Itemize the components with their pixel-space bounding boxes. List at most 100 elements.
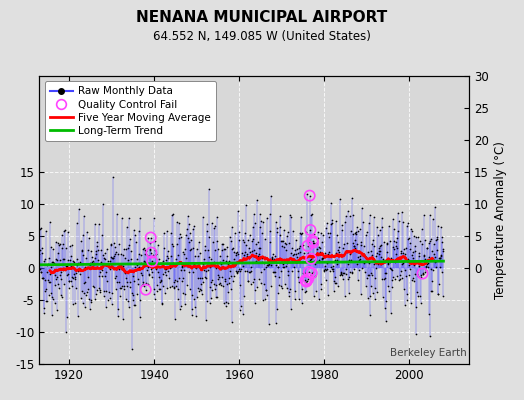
Point: [237, 303, 245, 310]
Point: [192, 264, 201, 271]
Point: [431, 204, 440, 210]
Point: [351, 244, 359, 251]
Point: [389, 274, 398, 280]
Point: [289, 252, 298, 258]
Point: [96, 258, 105, 265]
Point: [195, 264, 203, 270]
Point: [188, 292, 196, 298]
Point: [236, 307, 244, 314]
Point: [36, 266, 44, 273]
Point: [400, 267, 409, 274]
Point: [395, 256, 403, 262]
Point: [266, 228, 275, 234]
Point: [308, 270, 316, 276]
Point: [438, 239, 446, 246]
Point: [107, 241, 115, 248]
Point: [324, 291, 333, 298]
Point: [253, 197, 261, 203]
Point: [206, 256, 215, 262]
Point: [210, 258, 218, 265]
Point: [287, 250, 296, 256]
Point: [282, 285, 291, 292]
Point: [221, 245, 229, 252]
Point: [50, 267, 58, 273]
Point: [292, 250, 300, 257]
Point: [180, 251, 189, 257]
Point: [60, 280, 68, 287]
Point: [312, 250, 320, 257]
Point: [243, 268, 252, 275]
Point: [377, 261, 386, 268]
Point: [228, 224, 236, 230]
Point: [400, 286, 409, 292]
Point: [163, 228, 171, 234]
Point: [312, 287, 321, 294]
Point: [148, 274, 156, 280]
Point: [371, 275, 379, 282]
Point: [394, 210, 402, 216]
Point: [268, 254, 276, 260]
Point: [349, 212, 357, 218]
Point: [405, 272, 413, 279]
Point: [416, 238, 424, 244]
Point: [50, 272, 59, 278]
Point: [288, 256, 297, 262]
Point: [72, 256, 81, 262]
Point: [229, 244, 237, 251]
Point: [357, 242, 366, 248]
Point: [150, 215, 158, 221]
Point: [75, 206, 84, 212]
Point: [182, 232, 190, 239]
Point: [41, 288, 49, 294]
Point: [170, 279, 179, 285]
Point: [53, 281, 62, 287]
Point: [59, 240, 67, 247]
Point: [320, 266, 329, 273]
Point: [409, 275, 418, 281]
Point: [418, 270, 427, 277]
Point: [312, 240, 320, 246]
Point: [267, 193, 276, 199]
Point: [242, 253, 250, 259]
Point: [222, 299, 230, 305]
Point: [143, 248, 151, 254]
Point: [355, 256, 364, 263]
Point: [38, 244, 46, 251]
Point: [305, 269, 313, 275]
Point: [314, 244, 323, 250]
Point: [230, 256, 238, 262]
Point: [190, 296, 199, 302]
Point: [305, 192, 314, 199]
Point: [301, 289, 309, 295]
Point: [202, 268, 210, 274]
Point: [218, 247, 226, 254]
Point: [350, 242, 358, 249]
Point: [57, 276, 65, 283]
Point: [47, 244, 56, 250]
Point: [300, 250, 308, 256]
Point: [336, 269, 345, 275]
Point: [73, 262, 81, 268]
Point: [344, 276, 353, 282]
Point: [108, 254, 117, 261]
Point: [102, 304, 111, 310]
Point: [329, 268, 337, 274]
Point: [166, 264, 174, 271]
Point: [114, 306, 123, 313]
Point: [214, 272, 223, 278]
Point: [199, 261, 207, 267]
Point: [279, 261, 287, 267]
Point: [134, 281, 142, 288]
Point: [183, 234, 192, 241]
Point: [365, 272, 374, 278]
Point: [95, 285, 103, 292]
Point: [426, 212, 434, 218]
Point: [299, 272, 308, 279]
Point: [434, 255, 443, 262]
Point: [242, 202, 250, 208]
Point: [51, 300, 59, 306]
Point: [394, 228, 402, 235]
Point: [329, 262, 337, 269]
Point: [123, 278, 131, 285]
Point: [420, 252, 429, 258]
